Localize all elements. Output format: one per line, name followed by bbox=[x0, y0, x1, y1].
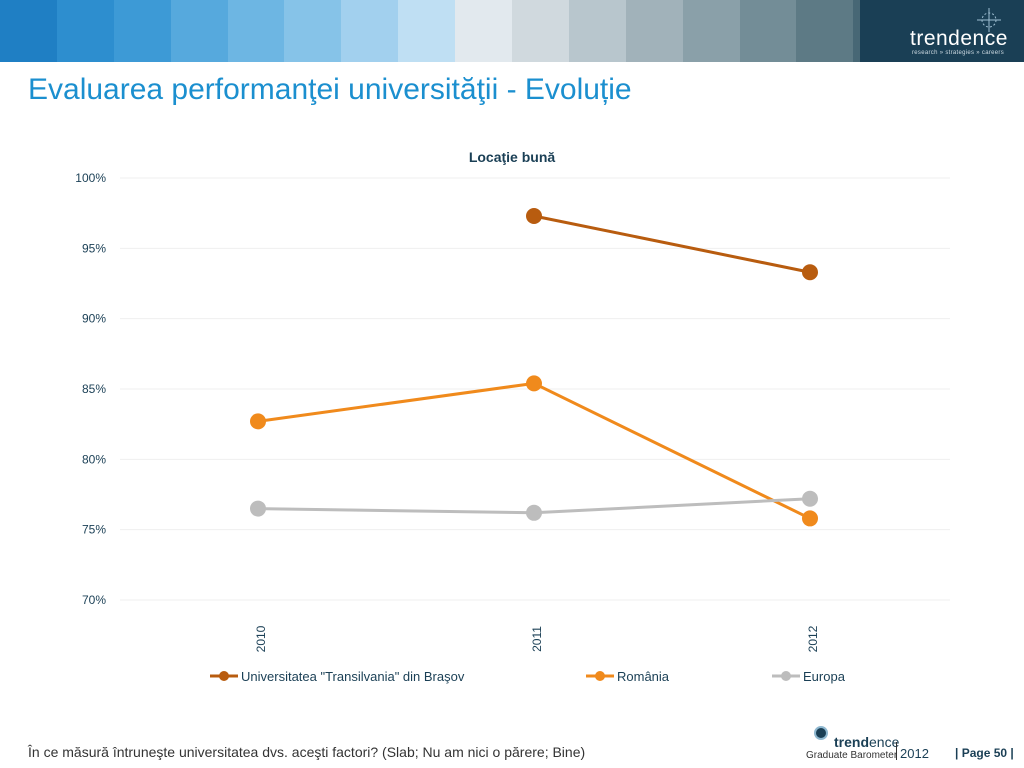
y-tick-label: 80% bbox=[82, 452, 106, 466]
y-axis: 100% 95% 90% 85% 80% 75% 70% bbox=[75, 171, 106, 607]
y-tick-label: 100% bbox=[75, 171, 106, 185]
x-tick-label: 2011 bbox=[530, 626, 544, 652]
series-line bbox=[533, 214, 811, 274]
x-tick-label: 2010 bbox=[254, 625, 268, 652]
legend-marker bbox=[595, 671, 605, 681]
banner-strip bbox=[341, 0, 399, 62]
y-tick-label: 95% bbox=[82, 241, 106, 255]
footer-brand: trendence bbox=[834, 734, 900, 750]
banner-strip bbox=[284, 0, 342, 62]
footer-subtitle: Graduate Barometer bbox=[806, 750, 898, 761]
legend-marker bbox=[781, 671, 791, 681]
y-tick-label: 85% bbox=[82, 382, 106, 396]
banner-strip bbox=[625, 0, 683, 62]
banner-strip bbox=[113, 0, 171, 62]
line-chart: Locaţie bună 100% 95% 90% 85% 80% 75% 70% 2010… bbox=[75, 149, 950, 684]
banner-strip bbox=[227, 0, 285, 62]
data-point bbox=[250, 413, 266, 430]
footer-separator bbox=[896, 742, 897, 760]
legend-marker bbox=[219, 671, 229, 681]
data-point bbox=[526, 504, 542, 521]
legend-label: Universitatea "Transilvania" din Braşov bbox=[241, 669, 465, 684]
banner-strip bbox=[568, 0, 626, 62]
data-point bbox=[802, 264, 818, 281]
survey-question: În ce măsură întruneşte universitatea dv… bbox=[28, 744, 586, 760]
y-tick-label: 70% bbox=[82, 593, 106, 607]
page-title: Evaluarea performanţei universităţii - E… bbox=[28, 73, 632, 106]
footer-logo: trendence Graduate Barometer 2012 bbox=[800, 722, 940, 762]
series-points bbox=[250, 207, 818, 527]
globe-icon bbox=[814, 726, 828, 740]
y-tick-label: 75% bbox=[82, 523, 106, 537]
banner-strip bbox=[682, 0, 740, 62]
banner-strip bbox=[512, 0, 569, 62]
brand-tagline: research » strategies » careers bbox=[912, 50, 1005, 56]
legend-label: Europa bbox=[803, 669, 846, 684]
compass-icon bbox=[977, 8, 1001, 32]
x-tick-label: 2012 bbox=[806, 625, 820, 652]
banner-strip bbox=[739, 0, 797, 62]
series-line bbox=[257, 381, 811, 520]
chart-title: Locaţie bună bbox=[469, 149, 556, 165]
y-tick-label: 90% bbox=[82, 312, 106, 326]
data-point bbox=[526, 375, 542, 392]
page-number: | Page 50 | bbox=[955, 746, 1014, 760]
data-point bbox=[802, 490, 818, 507]
banner-strip bbox=[796, 0, 854, 62]
chart-legend: Universitatea "Transilvania" din Braşov R… bbox=[210, 669, 846, 684]
brand-logo: trendence research » strategies » career… bbox=[860, 0, 1024, 62]
banner-strip bbox=[455, 0, 513, 62]
x-axis: 2010 2011 2012 bbox=[254, 625, 820, 652]
data-point bbox=[526, 207, 542, 224]
footer-year: 2012 bbox=[900, 746, 929, 761]
banner-strip bbox=[170, 0, 228, 62]
series-lines bbox=[257, 214, 811, 520]
data-point bbox=[250, 500, 266, 517]
banner-strip bbox=[0, 0, 57, 62]
legend-label: România bbox=[617, 669, 670, 684]
data-point bbox=[802, 510, 818, 527]
brand-name: trendence bbox=[910, 27, 1008, 50]
banner-strip bbox=[398, 0, 456, 62]
banner-strip bbox=[56, 0, 114, 62]
